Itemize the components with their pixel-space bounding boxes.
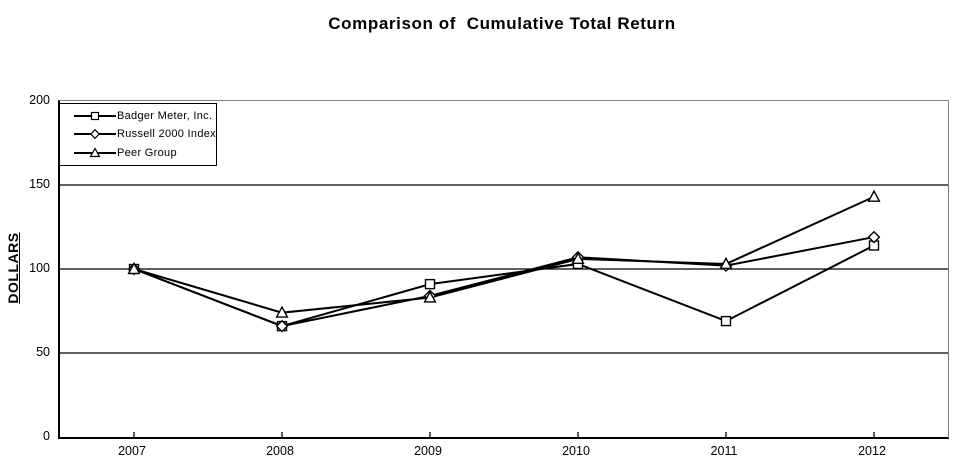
data-point-marker-diamond: [275, 319, 289, 333]
y-tick-label: 0: [43, 429, 50, 443]
series-line: [133, 236, 875, 328]
legend-item: Badger Meter, Inc.: [73, 109, 216, 123]
x-tick-label: 2008: [266, 444, 294, 458]
data-point-marker-square: [720, 315, 732, 327]
x-tick-label: 2009: [414, 444, 442, 458]
chart-title: Comparison of Cumulative Total Return: [328, 14, 676, 33]
diamond-marker-icon: [74, 129, 116, 140]
triangle-marker-icon: [74, 147, 116, 157]
y-tick-label: 100: [29, 261, 50, 275]
data-point-marker-triangle: [719, 256, 733, 270]
data-point-marker-diamond: [867, 230, 881, 244]
data-point-marker-triangle: [423, 290, 437, 303]
legend-label: Peer Group: [117, 146, 177, 159]
series-line: [133, 195, 875, 314]
legend-box: Badger Meter, Inc. Russell 2000 Index Peer…: [59, 103, 217, 166]
data-point-marker-triangle: [127, 261, 141, 275]
x-tick-label: 2011: [710, 444, 738, 458]
y-tick-label: 150: [29, 177, 50, 191]
y-tick-label: 50: [36, 345, 50, 359]
data-point-marker-triangle: [867, 189, 881, 202]
legend-item: Peer Group: [73, 146, 216, 160]
x-tick-label: 2012: [858, 444, 886, 458]
data-point-marker-square: [424, 278, 436, 290]
y-tick-label: 200: [29, 93, 50, 107]
legend-label: Badger Meter, Inc.: [117, 110, 213, 123]
x-tick-label: 2010: [562, 444, 590, 458]
data-point-marker-triangle: [571, 251, 585, 265]
legend-label: Russell 2000 Index: [117, 128, 216, 141]
legend-item: Russell 2000 Index: [73, 127, 216, 141]
chart-canvas: [60, 184, 948, 437]
square-marker-icon: [74, 112, 116, 121]
data-point-marker-triangle: [275, 305, 289, 318]
x-tick-label: 2007: [118, 444, 146, 458]
